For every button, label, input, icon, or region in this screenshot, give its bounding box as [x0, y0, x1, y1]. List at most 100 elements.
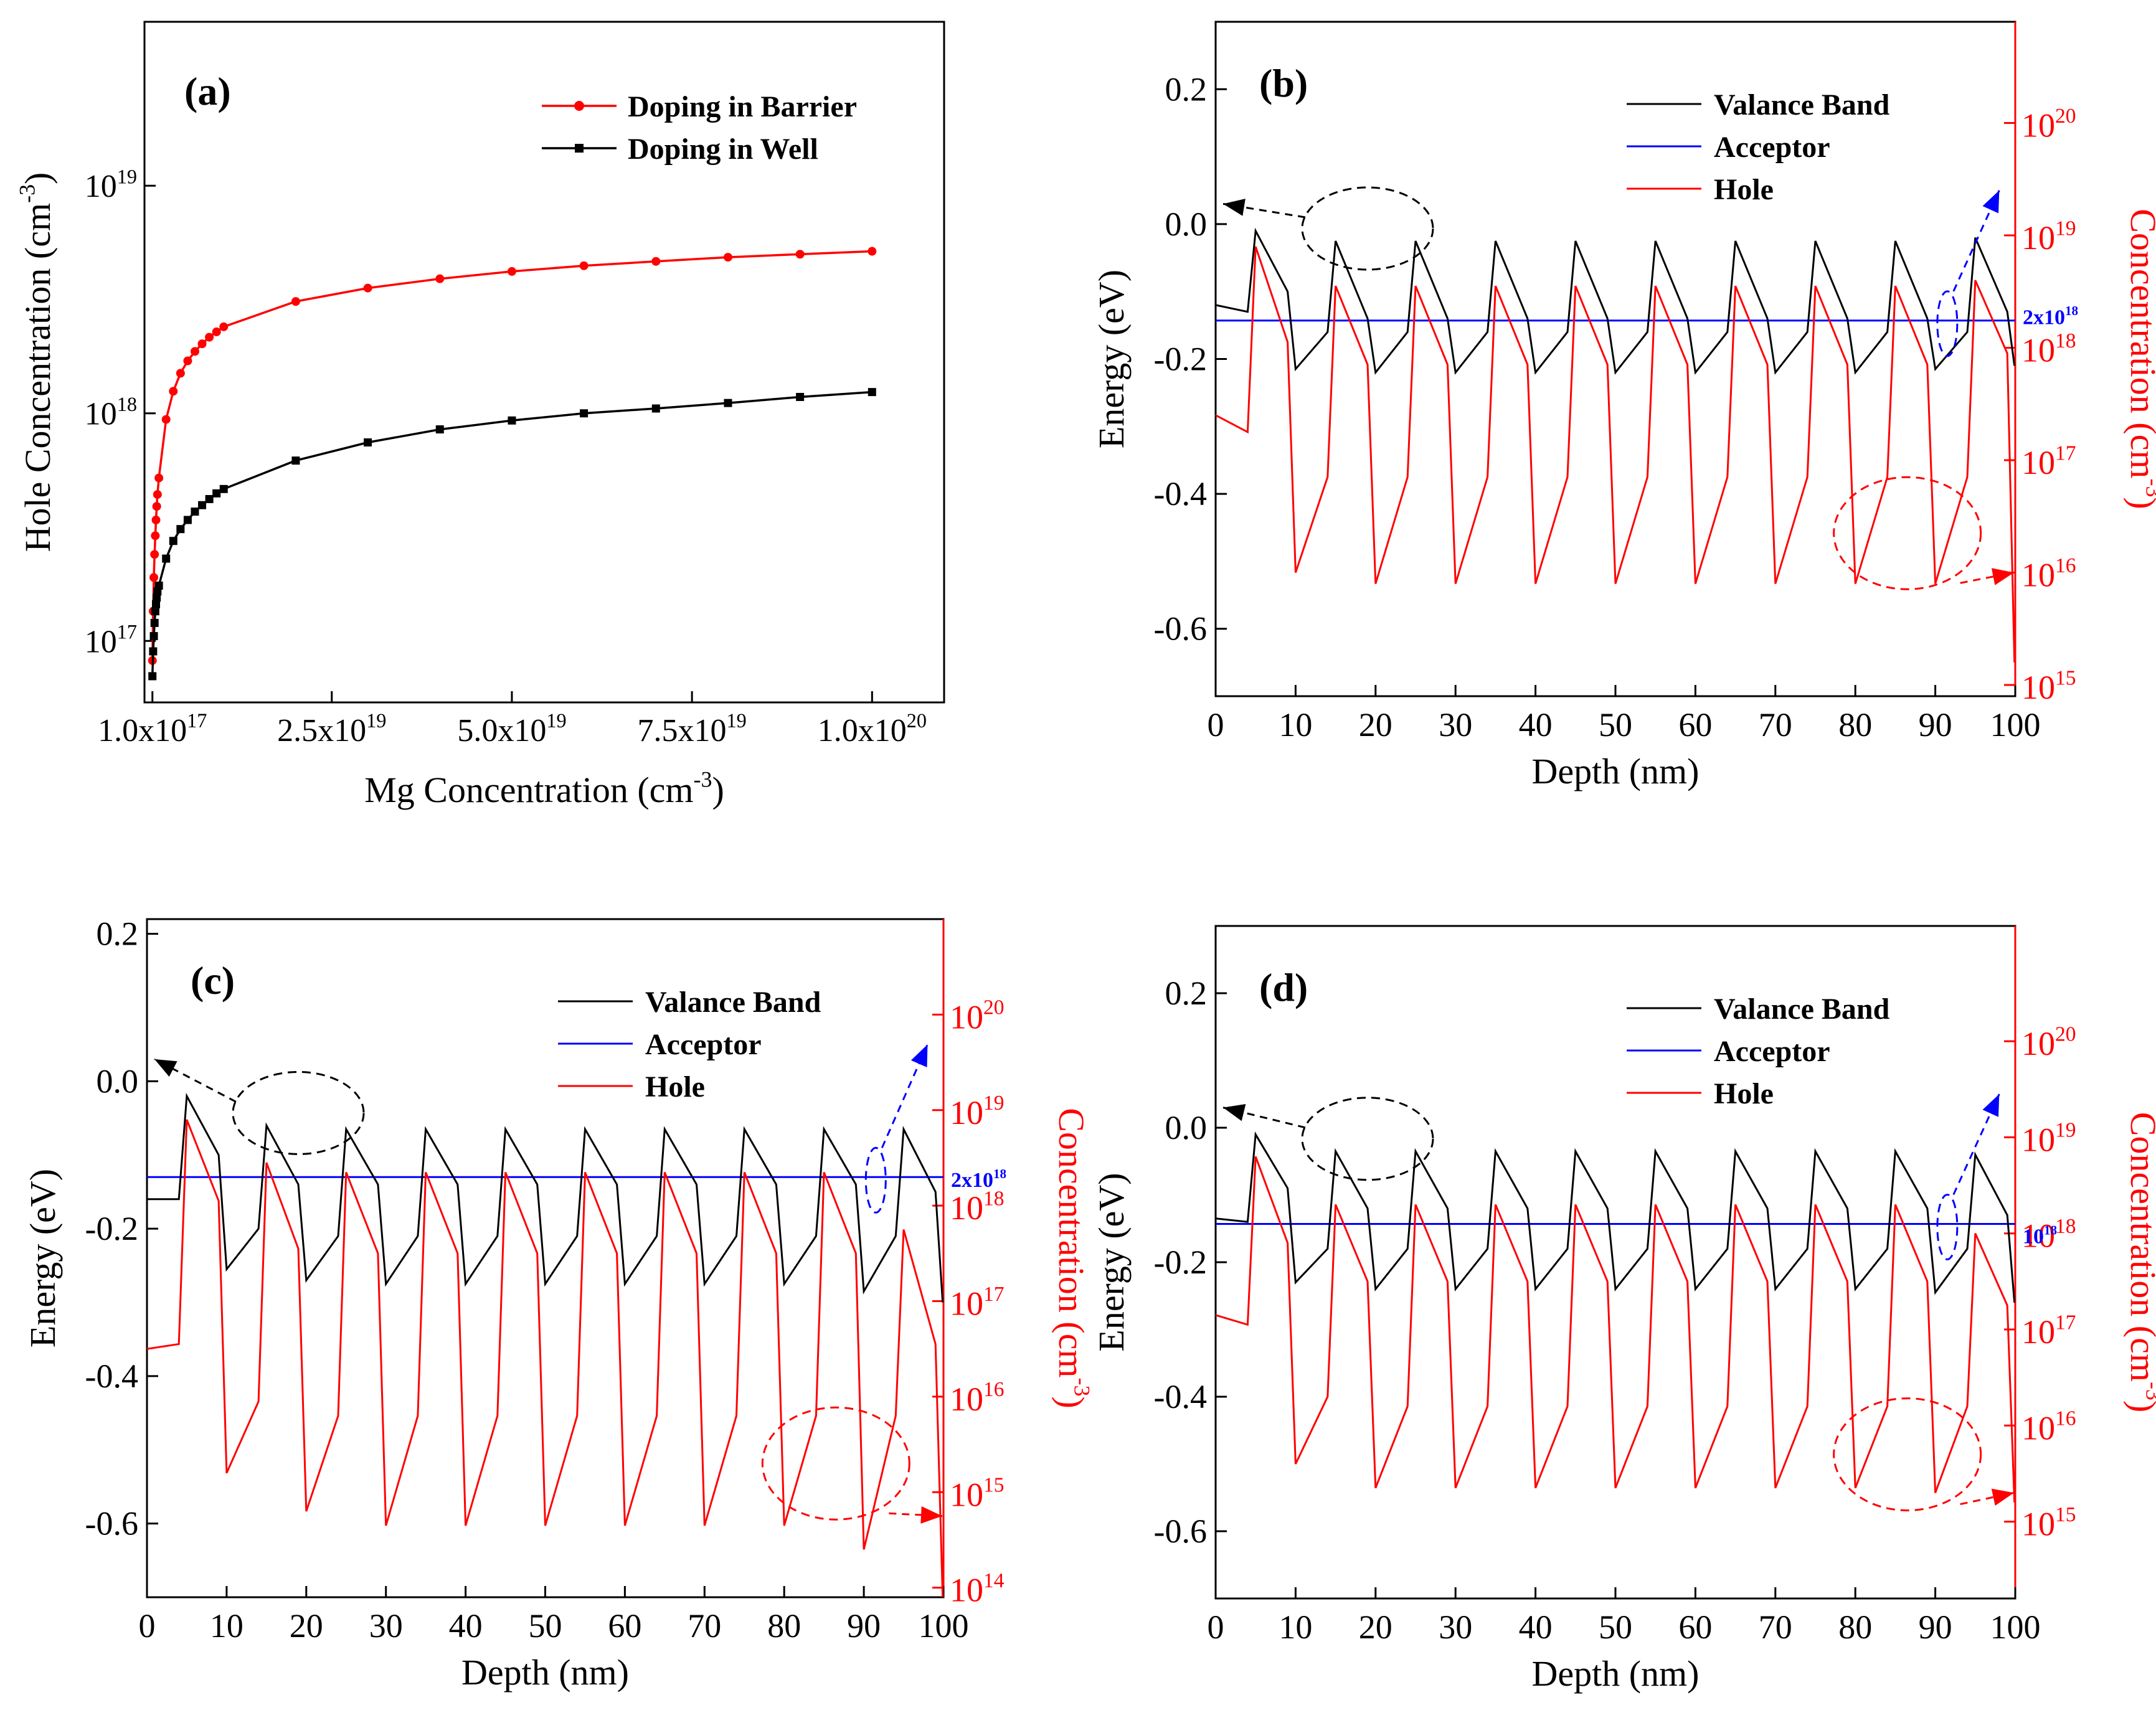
- data-point: [161, 415, 171, 424]
- x-tick-label: 50: [1599, 706, 1632, 744]
- x-tick-label: 100: [1990, 706, 2041, 744]
- y-tick-label: 0.0: [1165, 1109, 1208, 1146]
- x-tick-label: 50: [1599, 1608, 1632, 1646]
- y-tick-label: 1019: [85, 165, 137, 204]
- legend-label: Valance Band: [1714, 993, 1890, 1026]
- data-point: [148, 672, 157, 681]
- data-point: [219, 484, 228, 493]
- x-tick-label: 70: [1759, 1608, 1792, 1646]
- legend-label: Hole: [1714, 1077, 1774, 1110]
- legend-label: Hole: [645, 1070, 705, 1103]
- panel-label: (d): [1259, 965, 1308, 1009]
- data-point: [724, 399, 732, 407]
- valence-band-line: [1215, 1131, 2016, 1303]
- y-tick-label: 0.0: [1165, 205, 1208, 243]
- y-right-tick-label: 1016: [2021, 1407, 2076, 1447]
- y-tick-label: -0.4: [85, 1357, 138, 1395]
- y-tick-label: 1018: [85, 393, 137, 432]
- x-tick-label: 30: [369, 1607, 403, 1645]
- data-point: [198, 501, 207, 509]
- x-axis-label: Depth (nm): [1532, 751, 1700, 791]
- x-axis-label: Mg Concentration (cm-3): [364, 767, 724, 810]
- dashed-ellipse: [1936, 290, 1959, 357]
- dashed-ellipse: [1833, 1397, 1982, 1512]
- y-right-tick-label: 1020: [2021, 1022, 2076, 1062]
- legend-label: Acceptor: [645, 1028, 762, 1061]
- y-right-tick-label: 1017: [950, 1283, 1004, 1323]
- data-point: [191, 508, 199, 516]
- x-tick-label: 70: [1759, 706, 1792, 744]
- dashed-ellipse: [864, 1146, 887, 1214]
- x-tick-label: 90: [847, 1607, 881, 1645]
- arrow-head: [1991, 568, 2014, 585]
- arrow-head: [1223, 1104, 1246, 1121]
- x-tick-label: 100: [919, 1607, 969, 1645]
- data-point: [169, 537, 177, 545]
- y-right-axis-label: Concentration (cm-3): [2123, 209, 2156, 509]
- x-tick-label: 40: [1519, 706, 1553, 744]
- x-axis-label: Depth (nm): [461, 1652, 629, 1693]
- y-right-tick-label: 1019: [2021, 1119, 2076, 1159]
- data-point: [183, 356, 192, 366]
- x-tick-label: 0: [1208, 1608, 1224, 1646]
- y-right-tick-label: 1018: [950, 1187, 1004, 1227]
- hole-line: [1215, 1156, 2016, 1503]
- data-point: [796, 392, 805, 401]
- data-point: [150, 550, 159, 559]
- arrow-head: [1223, 199, 1246, 216]
- x-tick-label: 20: [1359, 1608, 1392, 1646]
- x-tick-label: 40: [1519, 1608, 1553, 1646]
- x-tick-label: 1.0x1017: [98, 709, 207, 748]
- y-right-tick-label: 1015: [2021, 1503, 2076, 1543]
- legend-label: Acceptor: [1714, 131, 1830, 164]
- data-point: [150, 618, 159, 627]
- y-axis-label: Energy (eV): [1091, 1173, 1132, 1351]
- data-point: [176, 525, 185, 534]
- y-right-tick-label: 1016: [950, 1378, 1004, 1418]
- data-point: [176, 369, 185, 378]
- data-point: [364, 438, 372, 446]
- data-point: [149, 647, 158, 656]
- data-point: [579, 261, 589, 270]
- x-tick-label: 30: [1439, 1608, 1472, 1646]
- y-right-tick-label: 1015: [950, 1474, 1004, 1514]
- x-tick-label: 1.0x1020: [818, 709, 927, 748]
- y-tick-label: -0.6: [1154, 1513, 1207, 1550]
- y-tick-label: 0.2: [1165, 975, 1208, 1012]
- y-right-tick-label: 1014: [950, 1569, 1005, 1609]
- data-point: [205, 494, 214, 503]
- dashed-ellipse: [1833, 476, 1982, 590]
- y-tick-label: -0.2: [1154, 341, 1207, 378]
- data-point: [212, 489, 221, 498]
- data-point: [291, 297, 300, 306]
- data-point: [152, 502, 161, 511]
- data-point: [151, 516, 161, 525]
- data-point: [152, 600, 161, 608]
- x-tick-label: 70: [688, 1607, 721, 1645]
- arrow-head: [1982, 1094, 2000, 1117]
- y-tick-label: -0.4: [1154, 475, 1207, 512]
- y-right-tick-label: 1019: [950, 1092, 1004, 1131]
- plot-frame: [1214, 21, 2017, 697]
- x-tick-label: 90: [1919, 1608, 1952, 1646]
- y-right-tick-label: 1020: [950, 996, 1004, 1036]
- panel-label: (c): [191, 958, 235, 1003]
- data-point: [153, 593, 161, 602]
- data-point: [795, 250, 805, 259]
- y-right-tick-label: 1020: [2021, 105, 2076, 144]
- y-right-tick-label: 1018: [2021, 1215, 2076, 1255]
- data-point: [212, 327, 221, 336]
- x-tick-label: 60: [1678, 706, 1712, 744]
- x-tick-label: 80: [1838, 706, 1872, 744]
- panel-d: 0 10 20 30 40 50 60 70 80 90 1000.20.0-0.2-0.4-0.6…: [1091, 925, 2156, 1694]
- dashed-ellipse: [761, 1406, 910, 1521]
- arrow-head: [154, 1059, 177, 1077]
- panel-label: (a): [184, 69, 231, 113]
- y-tick-label: -0.2: [85, 1210, 138, 1247]
- y-right-tick-label: 1017: [2021, 441, 2076, 481]
- panel-a: 1.0x1017 2.5x1019 5.0x1019 7.5x1019 1.0x1020…: [15, 21, 945, 810]
- legend-label: Acceptor: [1714, 1035, 1830, 1068]
- y-tick-label: -0.4: [1154, 1378, 1207, 1415]
- data-point: [169, 387, 178, 396]
